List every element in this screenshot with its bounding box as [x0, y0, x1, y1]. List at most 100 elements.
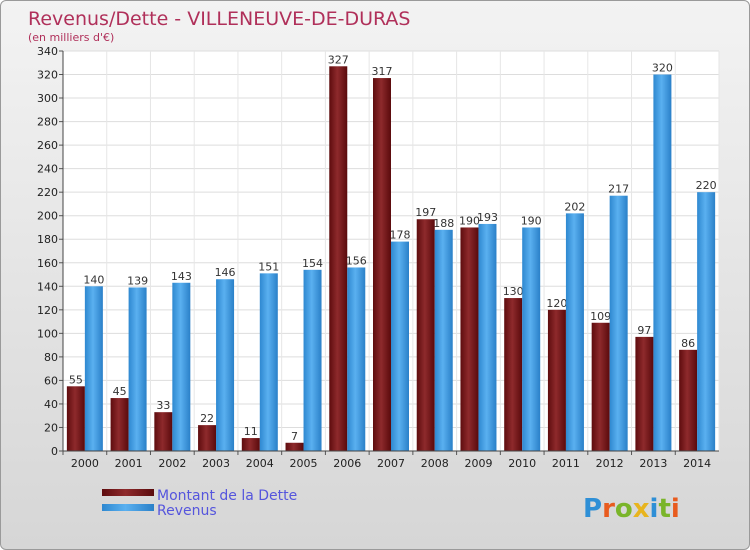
data-label-dette-2003: 22	[200, 412, 214, 425]
x-tick-label: 2013	[639, 457, 667, 470]
data-label-dette-2002: 33	[156, 399, 170, 412]
bar-revenus-2013	[653, 74, 672, 451]
data-label-revenus-2009: 193	[477, 211, 498, 224]
bar-revenus-2000	[84, 286, 103, 451]
bar-revenus-2004	[259, 273, 278, 451]
proxiti-logo: Proxiti	[583, 494, 680, 524]
data-label-dette-2004: 11	[244, 425, 258, 438]
data-label-dette-2007: 317	[372, 65, 393, 78]
data-label-revenus-2011: 202	[564, 200, 585, 213]
data-label-revenus-2014: 220	[696, 179, 717, 192]
y-tick-label: 120	[37, 304, 58, 317]
bar-revenus-2009	[478, 223, 497, 451]
bars-layer: 55 140 45 139 33 143 22 146 11 151 7 154 327 156 317 17…	[66, 53, 717, 452]
legend-swatch-revenus	[102, 504, 154, 511]
data-label-revenus-2006: 156	[346, 254, 367, 267]
data-label-dette-2000: 55	[69, 373, 83, 386]
y-tick-label: 40	[44, 398, 58, 411]
bar-dette-2002	[154, 412, 173, 451]
data-label-dette-2012: 109	[590, 310, 611, 323]
y-tick-label: 100	[37, 327, 58, 340]
bar-dette-2010	[504, 298, 523, 451]
data-label-revenus-2000: 140	[83, 273, 104, 286]
bar-dette-2007	[373, 78, 391, 451]
bar-revenus-2006	[347, 267, 366, 451]
chart-title: Revenus/Dette - VILLENEUVE-DE-DURAS	[28, 8, 410, 30]
y-tick-label: 240	[37, 163, 58, 176]
legend: Montant de la Dette Revenus	[102, 488, 297, 519]
y-tick-label: 0	[51, 445, 58, 458]
bar-dette-2011	[547, 309, 566, 451]
x-tick-label: 2007	[377, 457, 405, 470]
bar-dette-2001	[110, 398, 129, 451]
bar-revenus-2011	[565, 213, 584, 451]
bar-revenus-2010	[522, 227, 541, 451]
y-tick-label: 160	[37, 257, 58, 270]
data-label-dette-2013: 97	[637, 324, 651, 337]
y-tick-label: 280	[37, 116, 58, 129]
x-tick-label: 2004	[246, 457, 274, 470]
bar-dette-2005	[285, 442, 304, 451]
data-label-revenus-2005: 154	[302, 257, 323, 270]
data-label-revenus-2012: 217	[608, 183, 629, 196]
data-label-dette-2001: 45	[113, 385, 127, 398]
y-tick-label: 180	[37, 233, 58, 246]
y-tick-label: 60	[44, 374, 58, 387]
axis-layer: 0 20 40 60 80 100 120 140 160 180 200 220 240 260 280 3…	[37, 45, 719, 470]
y-tick-label: 80	[44, 351, 58, 364]
y-tick-label: 260	[37, 139, 58, 152]
x-tick-label: 2006	[333, 457, 361, 470]
bar-revenus-2005	[303, 269, 322, 451]
legend-swatch-debt	[102, 489, 154, 496]
data-label-revenus-2001: 139	[127, 274, 148, 287]
data-label-dette-2014: 86	[681, 337, 695, 350]
data-label-revenus-2007: 178	[390, 229, 411, 242]
data-label-revenus-2008: 188	[433, 217, 454, 230]
svg-text:Proxiti: Proxiti	[583, 494, 680, 524]
data-label-revenus-2004: 151	[258, 260, 279, 273]
y-tick-label: 300	[37, 92, 58, 105]
data-label-revenus-2010: 190	[521, 214, 542, 227]
bar-dette-2003	[198, 425, 217, 451]
data-label-revenus-2013: 320	[652, 62, 673, 75]
bar-revenus-2001	[128, 287, 147, 451]
bar-dette-2006	[329, 66, 348, 451]
y-tick-label: 200	[37, 210, 58, 223]
chart-subtitle: (en milliers d'€)	[28, 31, 114, 44]
data-label-dette-2006: 327	[328, 53, 349, 66]
x-tick-label: 2011	[552, 457, 580, 470]
y-tick-label: 20	[44, 421, 58, 434]
x-tick-label: 2012	[596, 457, 624, 470]
data-label-dette-2005: 7	[291, 430, 298, 443]
bar-dette-2014	[679, 349, 698, 451]
bar-revenus-2003	[216, 279, 235, 451]
y-tick-label: 340	[37, 45, 58, 58]
bar-revenus-2007	[391, 241, 409, 451]
bar-dette-2009	[460, 227, 479, 451]
x-tick-label: 2008	[421, 457, 449, 470]
y-tick-label: 320	[37, 69, 58, 82]
bar-dette-2004	[241, 438, 260, 451]
data-label-revenus-2003: 146	[215, 266, 236, 279]
bar-dette-2012	[591, 322, 610, 451]
x-tick-label: 2010	[508, 457, 536, 470]
x-tick-label: 2009	[464, 457, 492, 470]
bar-dette-2008	[416, 219, 435, 451]
legend-label-debt: Montant de la Dette	[157, 488, 297, 504]
data-label-dette-2010: 130	[503, 285, 524, 298]
bar-revenus-2008	[434, 229, 453, 451]
x-tick-label: 2005	[290, 457, 318, 470]
x-tick-label: 2000	[71, 457, 99, 470]
bar-revenus-2012	[609, 195, 628, 451]
x-tick-label: 2002	[158, 457, 186, 470]
x-tick-label: 2014	[683, 457, 711, 470]
x-tick-label: 2003	[202, 457, 230, 470]
data-label-dette-2009: 190	[459, 214, 480, 227]
data-label-revenus-2002: 143	[171, 270, 192, 283]
y-tick-label: 140	[37, 280, 58, 293]
bar-revenus-2014	[697, 192, 716, 452]
x-tick-label: 2001	[115, 457, 143, 470]
data-label-dette-2011: 120	[546, 297, 567, 310]
bar-dette-2000	[66, 386, 85, 451]
